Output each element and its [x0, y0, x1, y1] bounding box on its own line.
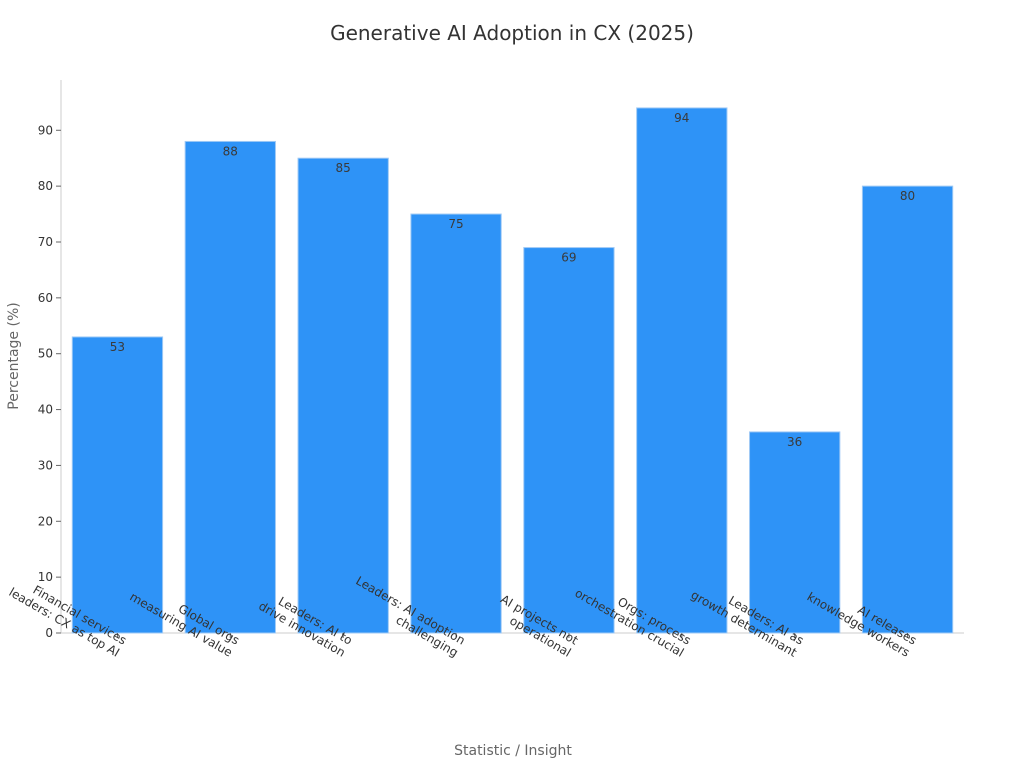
bar-value-label: 80: [900, 189, 915, 203]
bar-value-label: 75: [448, 217, 463, 231]
bar-value-label: 88: [223, 144, 238, 158]
bar: [71, 336, 164, 634]
y-tick-label: 30: [38, 458, 53, 472]
y-tick-label: 0: [45, 626, 53, 640]
bar: [410, 213, 502, 634]
bar: [749, 431, 841, 634]
x-axis-title: Statistic / Insight: [454, 743, 572, 759]
bar: [861, 185, 954, 634]
bar: [523, 247, 615, 634]
chart-title: Generative AI Adoption in CX (2025): [330, 21, 694, 45]
bar: [636, 107, 728, 634]
y-tick-label: 90: [38, 123, 53, 137]
y-tick-label: 10: [38, 570, 53, 584]
bar-value-label: 69: [561, 251, 576, 265]
bar: [184, 140, 276, 634]
y-tick-label: 80: [38, 179, 53, 193]
y-tick-label: 50: [38, 347, 53, 361]
y-tick-label: 70: [38, 235, 53, 249]
y-tick-label: 20: [38, 514, 53, 528]
y-tick-label: 40: [38, 403, 53, 417]
y-tick-label: 60: [38, 291, 53, 305]
bar: [297, 157, 389, 634]
bar-value-label: 53: [110, 340, 125, 354]
bar-value-label: 94: [674, 111, 689, 125]
y-axis-title: Percentage (%): [6, 302, 22, 409]
bar-value-label: 85: [336, 161, 351, 175]
bar-value-label: 36: [787, 435, 802, 449]
